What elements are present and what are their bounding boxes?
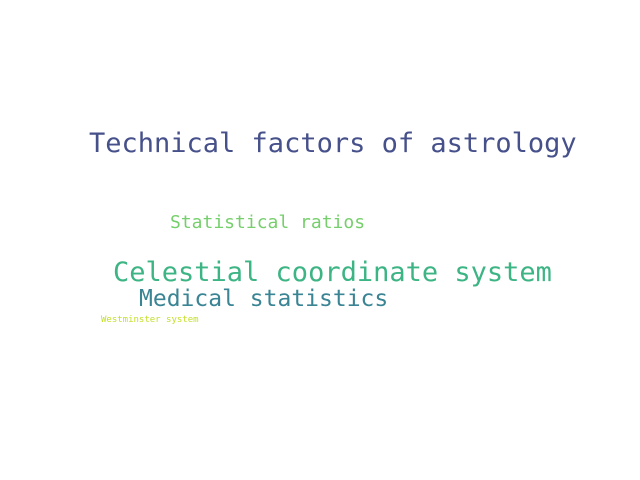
word-celestial-coordinate-system: Celestial coordinate system [113,257,552,288]
word-westminster-system: Westminster system [101,315,199,325]
word-medical-statistics: Medical statistics [139,286,389,312]
word-technical-factors-of-astrology: Technical factors of astrology [89,128,577,159]
word-statistical-ratios: Statistical ratios [170,212,366,233]
